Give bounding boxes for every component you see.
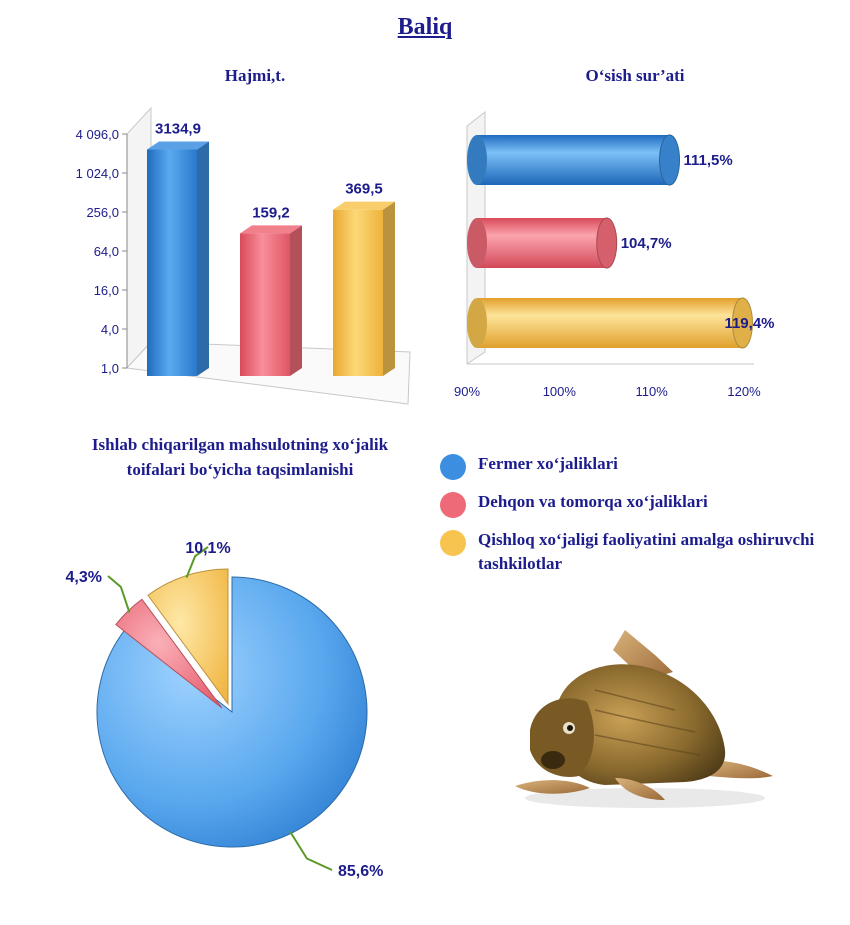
legend-marker-icon xyxy=(440,492,466,518)
y-tick-label: 1,0 xyxy=(101,361,119,376)
x-tick-label: 90% xyxy=(454,384,480,399)
share-pie-chart: 85,6% 4,3% 10,1% xyxy=(66,540,384,880)
y-tick-label: 4 096,0 xyxy=(76,127,119,142)
bar xyxy=(147,149,197,376)
legend-item: Dehqon va tomorqa xo‘jaliklari xyxy=(440,490,840,518)
bar-cap-right xyxy=(731,297,753,349)
legend: Fermer xo‘jaliklari Dehqon va tomorqa xo… xyxy=(440,452,840,590)
bar-cap-right xyxy=(596,217,618,269)
bar-value-label: 119,4% xyxy=(724,315,774,332)
growth-chart-title: O‘sish sur’ati xyxy=(585,66,685,85)
y-tick-label: 256,0 xyxy=(86,205,119,220)
bar-value-label: 159,2 xyxy=(252,204,290,221)
legend-item: Qishloq xo‘jaligi faoliyatini amalga osh… xyxy=(440,528,840,576)
bar-side xyxy=(197,141,209,376)
pie-leader-line xyxy=(289,831,333,871)
bar-cap-left xyxy=(467,218,487,268)
pie-slice xyxy=(147,568,229,706)
legend-label: Fermer xo‘jaliklari xyxy=(478,454,618,473)
legend-marker-icon xyxy=(440,454,466,480)
bar-value-label: 104,7% xyxy=(621,235,672,252)
bar xyxy=(477,135,670,185)
bar-side xyxy=(383,201,395,376)
legend-marker-icon xyxy=(440,530,466,556)
legend-label: Dehqon va tomorqa xo‘jaliklari xyxy=(478,492,708,511)
legend-item: Fermer xo‘jaliklari xyxy=(440,452,840,480)
bar-top xyxy=(147,141,209,150)
bar-value-label: 111,5% xyxy=(684,152,733,169)
volume-chart-title: Hajmi,t. xyxy=(224,66,286,85)
y-tick-label: 1 024,0 xyxy=(76,166,119,181)
bar xyxy=(333,209,383,376)
page-title: Baliq xyxy=(397,14,453,40)
pie-leader-line xyxy=(185,546,209,579)
bar-cap-left xyxy=(467,298,487,348)
bar-cap-right xyxy=(659,134,681,186)
carp-fish-icon xyxy=(515,630,773,808)
bar xyxy=(477,298,743,348)
bar-top xyxy=(333,201,395,210)
bar-value-label: 3134,9 xyxy=(155,121,201,138)
x-tick-label: 120% xyxy=(727,384,761,399)
bar-cap-left xyxy=(467,135,487,185)
x-tick-label: 100% xyxy=(543,384,577,399)
bar xyxy=(240,233,290,376)
y-tick-label: 16,0 xyxy=(94,283,119,298)
pie-chart-title: Ishlab chiqarilgan mahsulotning xo‘jalik… xyxy=(91,435,389,479)
bar-side xyxy=(290,225,302,376)
legend-label: Qishloq xo‘jaligi faoliyatini amalga osh… xyxy=(478,530,815,573)
pie-leader-line xyxy=(107,575,131,613)
volume-bar-chart: 1,0 4,0 16,0 64,0 256,0 1 024,0 4 096,0 3134,9 1… xyxy=(76,106,411,405)
bar-value-label: 369,5 xyxy=(345,181,383,198)
pie-value-label: 85,6% xyxy=(338,863,383,880)
bar-top xyxy=(240,225,302,234)
y-tick-label: 4,0 xyxy=(101,322,119,337)
growth-bar-chart: 90% 100% 110% 120% 111,5% 104,7% 119,4% xyxy=(454,110,775,399)
y-tick-label: 64,0 xyxy=(94,244,119,259)
bar xyxy=(477,218,607,268)
x-tick-label: 110% xyxy=(636,384,669,399)
pie-value-label: 4,3% xyxy=(66,569,102,586)
pie-value-label: 10,1% xyxy=(185,540,230,557)
